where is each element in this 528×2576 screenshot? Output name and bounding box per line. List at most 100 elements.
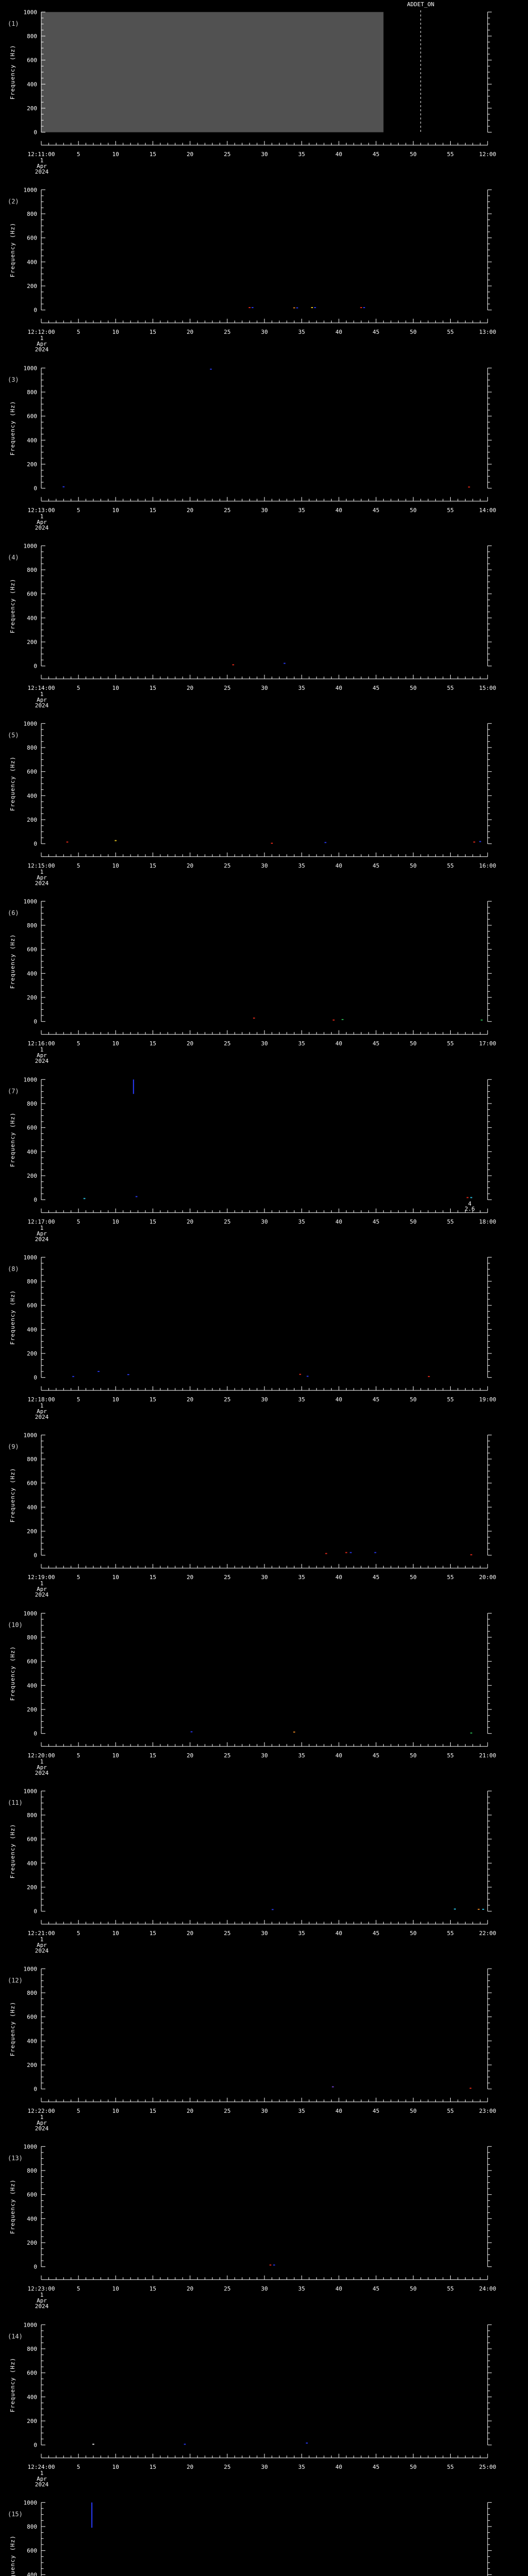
y-tick-label: 1000 <box>24 187 37 194</box>
date-label: 1 <box>40 513 44 520</box>
call-type-label: 2.6 <box>465 1206 475 1212</box>
y-tick-label: 0 <box>34 1552 37 1559</box>
x-tick-label: 20 <box>187 862 193 869</box>
detection-streak <box>133 1079 135 1094</box>
y-tick-label: 400 <box>27 792 37 799</box>
x-tick-label: 5 <box>77 2108 80 2114</box>
y-tick-label: 200 <box>27 817 37 823</box>
detection-streak <box>91 2502 93 2528</box>
x-tick-label: 50 <box>410 2108 417 2114</box>
date-label: 2024 <box>35 2303 49 2310</box>
event-dot <box>468 486 470 487</box>
event-dot <box>114 840 117 841</box>
y-tick-label: 800 <box>27 567 37 573</box>
x-tick-label: 50 <box>410 685 417 691</box>
event-dot <box>311 307 313 309</box>
event-dot <box>249 307 251 309</box>
y-tick-label: 1000 <box>24 2499 37 2506</box>
x-tick-label: 45 <box>373 2285 380 2292</box>
frequency-axis-title: Frequency (Hz) <box>9 1290 16 1345</box>
spectrogram-panel: 0 200 400 600 800 1000 Frequency (Hz) 12:20:00 2… <box>8 1610 496 1776</box>
x-tick-label: 20 <box>187 151 193 158</box>
y-tick-label: 400 <box>27 1682 37 1689</box>
event-dot <box>92 2443 94 2445</box>
x-tick-label: 10 <box>112 2285 119 2292</box>
event-dot <box>374 1552 376 1553</box>
x-tick-label: 20 <box>187 2464 193 2470</box>
x-tick-label: 55 <box>447 507 454 514</box>
y-tick-label: 1000 <box>24 1610 37 1617</box>
spectrogram-panel: 0 200 400 600 800 1000 Frequency (Hz) 12:21:00 2… <box>8 1788 496 1954</box>
event-dot <box>360 307 362 309</box>
x-tick-label: 50 <box>410 1574 417 1581</box>
x-tick-label: 25 <box>224 1930 230 1937</box>
x-tick-label: 50 <box>410 151 417 158</box>
event-dot <box>269 2264 272 2266</box>
panel-index-label: (7) <box>8 1088 19 1095</box>
x-tick-label: 45 <box>373 2108 380 2114</box>
date-label: 2024 <box>35 2481 49 2488</box>
event-dot <box>325 1553 327 1554</box>
event-dot <box>314 307 316 309</box>
y-tick-label: 200 <box>27 2418 37 2425</box>
event-dot <box>284 663 286 664</box>
date-label: 1 <box>40 1402 44 1409</box>
x-tick-label: 15 <box>150 329 156 335</box>
date-label: 2024 <box>35 524 49 531</box>
date-label: 2024 <box>35 2125 49 2132</box>
y-tick-label: 800 <box>27 2346 37 2352</box>
date-label: 2024 <box>35 1770 49 1776</box>
y-tick-label: 600 <box>27 946 37 953</box>
event-dot <box>293 307 295 309</box>
y-tick-label: 600 <box>27 1480 37 1487</box>
y-tick-label: 600 <box>27 235 37 242</box>
y-tick-label: 0 <box>34 841 37 848</box>
y-tick-label: 600 <box>27 769 37 775</box>
date-label: 1 <box>40 157 44 164</box>
y-tick-label: 600 <box>27 1124 37 1131</box>
y-tick-label: 800 <box>27 211 37 217</box>
event-dot <box>333 1020 335 1021</box>
y-tick-label: 800 <box>27 1278 37 1285</box>
start-time-label: 12:23:00 <box>28 2285 55 2292</box>
x-tick-label: 45 <box>373 862 380 869</box>
x-tick-label: 40 <box>336 2285 342 2292</box>
date-label: 2024 <box>35 1947 49 1954</box>
x-tick-label: 40 <box>336 507 342 514</box>
date-label: Apr <box>37 341 47 347</box>
frequency-axis-title: Frequency (Hz) <box>9 400 16 455</box>
start-time-label: 12:13:00 <box>28 507 55 514</box>
x-tick-label: 55 <box>447 1396 454 1403</box>
x-tick-label: 20 <box>187 507 193 514</box>
x-tick-label: 30 <box>261 2464 268 2470</box>
event-dot <box>135 1196 138 1197</box>
start-time-label: 12:21:00 <box>28 1930 55 1937</box>
x-tick-label: 5 <box>77 507 80 514</box>
x-tick-label: 30 <box>261 1218 268 1225</box>
x-tick-label: 5 <box>77 1574 80 1581</box>
frequency-axis-title: Frequency (Hz) <box>9 45 16 100</box>
x-tick-label: 15 <box>150 1396 156 1403</box>
x-tick-label: 45 <box>373 1040 380 1047</box>
event-dot <box>296 307 299 309</box>
x-tick-label: 15 <box>150 1040 156 1047</box>
x-tick-label: 35 <box>298 685 305 691</box>
x-tick-label: 15 <box>150 862 156 869</box>
x-tick-label: 20 <box>187 1930 193 1937</box>
panel-index-label: (5) <box>8 732 19 739</box>
y-tick-label: 800 <box>27 1634 37 1641</box>
x-tick-label: 25 <box>224 1752 230 1759</box>
x-tick-label: 40 <box>336 329 342 335</box>
frequency-axis-title: Frequency (Hz) <box>9 2357 16 2412</box>
x-tick-label: 55 <box>447 1040 454 1047</box>
x-tick-label: 10 <box>112 685 119 691</box>
x-tick-label: 35 <box>298 2108 305 2114</box>
x-tick-label: 10 <box>112 329 119 335</box>
end-time-label: 14:00 <box>479 507 496 514</box>
x-tick-label: 20 <box>187 1396 193 1403</box>
x-tick-label: 55 <box>447 1752 454 1759</box>
x-tick-label: 50 <box>410 1930 417 1937</box>
frequency-axis-title: Frequency (Hz) <box>9 1112 16 1167</box>
x-tick-label: 15 <box>150 1218 156 1225</box>
x-tick-label: 30 <box>261 1752 268 1759</box>
